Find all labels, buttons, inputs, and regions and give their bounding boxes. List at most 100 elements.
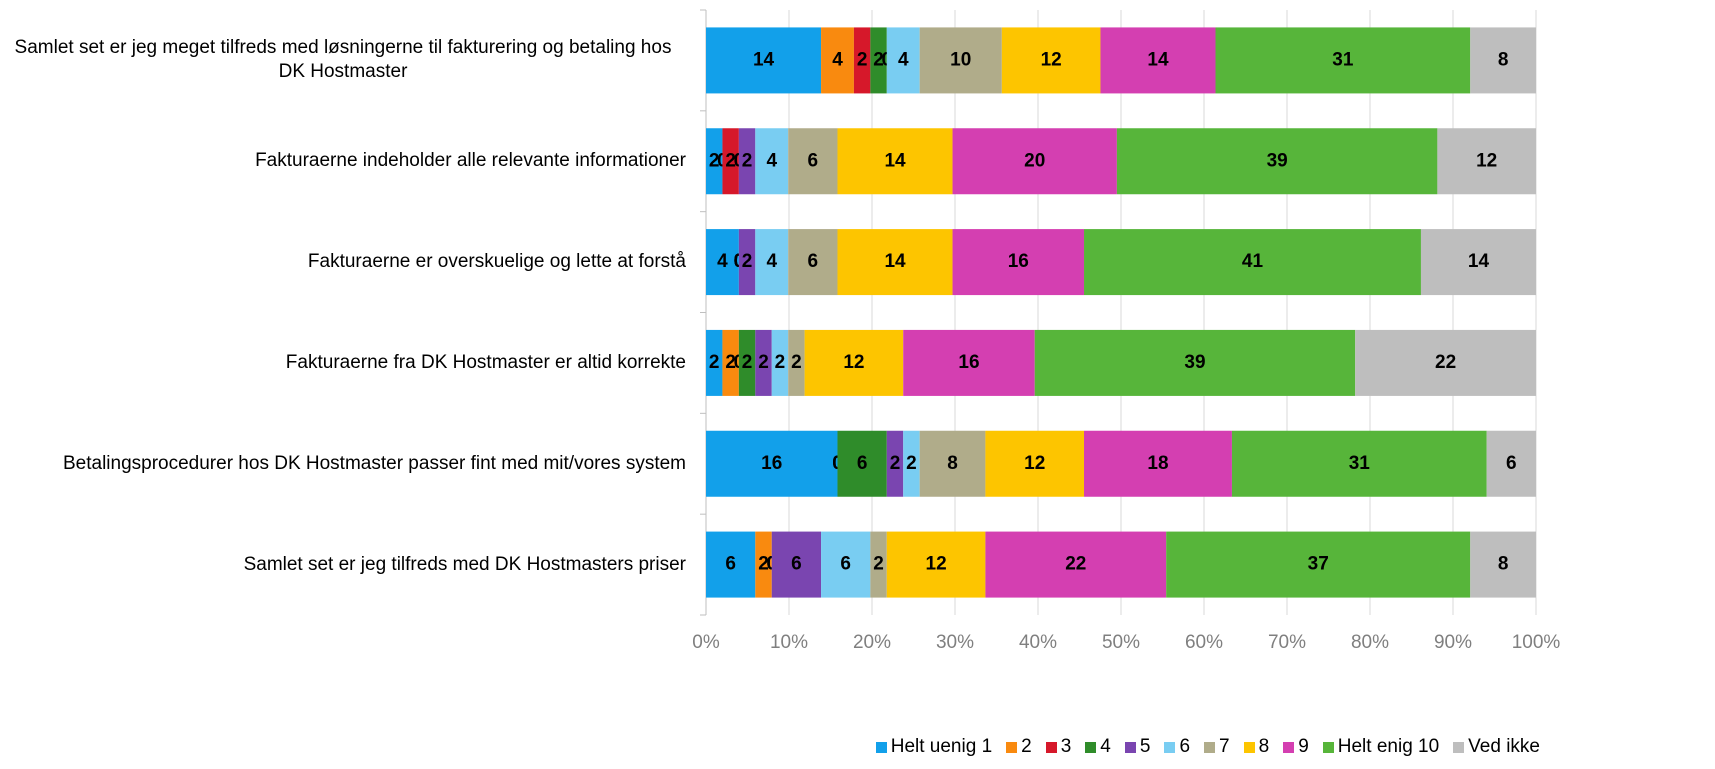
data-label: 8 <box>947 453 958 474</box>
bar-segment <box>788 329 805 396</box>
bar-segment <box>788 229 838 296</box>
x-tick-label: 10% <box>770 632 808 653</box>
legend-swatch <box>1283 741 1295 753</box>
bar-segment <box>722 329 739 396</box>
bar-segment <box>985 430 1085 497</box>
data-label: 6 <box>1506 453 1517 474</box>
category-text: Fakturaerne er overskuelige og lette at … <box>307 251 686 273</box>
bar-segment <box>706 430 838 497</box>
legend-item: 3 <box>1045 736 1072 758</box>
legend-item: Helt enig 10 <box>1322 736 1439 758</box>
bar-segment <box>952 229 1085 296</box>
data-label: 18 <box>1147 453 1168 474</box>
bar-segment <box>870 27 887 94</box>
x-tick-label: 70% <box>1268 632 1306 653</box>
bar-segment <box>1034 329 1356 396</box>
data-label: 8 <box>1498 49 1509 70</box>
data-label: 2 <box>873 554 884 575</box>
bar-segment <box>1355 329 1536 396</box>
category-label: Samlet set er jeg tilfreds med DK Hostma… <box>0 553 686 577</box>
legend-label: 5 <box>1139 736 1151 757</box>
data-label: 10 <box>950 49 971 70</box>
bar-segment <box>755 329 772 396</box>
data-label: 16 <box>1008 251 1029 272</box>
legend-label: 7 <box>1219 736 1230 757</box>
bar-segment <box>771 531 822 598</box>
bar-segment <box>738 229 756 296</box>
data-label: 2 <box>873 49 884 70</box>
bar-segment <box>1001 27 1101 94</box>
bar-segment <box>837 128 953 195</box>
data-label: 39 <box>1184 352 1205 373</box>
legend-swatch <box>1045 741 1057 753</box>
legend-item: 4 <box>1085 736 1111 758</box>
bar-segment <box>738 128 756 195</box>
bar-segment <box>1437 128 1536 195</box>
bar-segment <box>821 27 854 94</box>
data-label: 2 <box>725 150 736 171</box>
bar-segment <box>1100 27 1216 94</box>
data-label: 22 <box>1435 352 1456 373</box>
bar-segment <box>870 531 887 598</box>
data-label: 12 <box>843 352 864 373</box>
data-label: 8 <box>1498 554 1509 575</box>
legend-label: 8 <box>1258 736 1270 757</box>
legend-swatch <box>1085 741 1097 753</box>
bar-segment <box>755 229 789 296</box>
legend-swatch <box>1453 741 1465 753</box>
legend-item: 8 <box>1243 736 1270 758</box>
data-label: 41 <box>1242 251 1264 272</box>
bar-segment <box>755 531 772 598</box>
data-label: 2 <box>775 352 786 373</box>
data-label: 31 <box>1349 453 1371 474</box>
data-label: 12 <box>926 554 947 575</box>
legend-label: 9 <box>1298 736 1309 757</box>
bar-segment <box>706 229 739 296</box>
bar-segment <box>804 329 904 396</box>
legend-item: 6 <box>1164 736 1190 758</box>
data-label: 14 <box>1468 251 1490 272</box>
bar-segment <box>821 531 871 598</box>
data-label: 2 <box>709 352 720 373</box>
category-text: Samlet set er jeg tilfreds med DK Hostma… <box>243 553 686 575</box>
bar-segment <box>886 531 986 598</box>
category-label: Fakturaerne indeholder alle relevante in… <box>0 149 686 173</box>
bar-segment <box>853 27 871 94</box>
x-tick-label: 30% <box>936 632 974 653</box>
x-tick-label: 60% <box>1185 632 1223 653</box>
data-label: 6 <box>840 554 851 575</box>
data-label: 2 <box>709 150 720 171</box>
data-label: 2 <box>725 352 736 373</box>
data-label: 2 <box>857 49 868 70</box>
legend-label: Helt uenig 1 <box>890 736 993 757</box>
legend: Helt uenig 1 2 3 4 5 6 7 8 9 Helt enig 10 Ved ikke <box>875 736 1540 758</box>
legend-swatch <box>1124 741 1136 753</box>
data-label: 12 <box>1024 453 1045 474</box>
bar-segment <box>837 430 887 497</box>
bar-segment <box>1166 531 1471 598</box>
legend-item: 9 <box>1283 736 1309 758</box>
data-label: 4 <box>832 49 843 70</box>
data-label: 4 <box>717 251 728 272</box>
bar-segment <box>985 531 1167 598</box>
category-text: Samlet set er jeg meget tilfreds med løs… <box>14 37 672 83</box>
x-tick-label: 90% <box>1434 632 1472 653</box>
data-label: 6 <box>857 453 868 474</box>
data-label: 4 <box>898 49 909 70</box>
bar-segment <box>738 329 756 396</box>
data-label: 4 <box>766 251 777 272</box>
data-label: 2 <box>742 251 753 272</box>
legend-label: 2 <box>1021 736 1032 757</box>
data-label: 6 <box>725 554 736 575</box>
legend-label: 3 <box>1060 736 1072 757</box>
data-label: 14 <box>753 49 775 70</box>
legend-item: Helt uenig 1 <box>875 736 993 758</box>
bar-segment <box>903 430 920 497</box>
legend-label: 6 <box>1179 736 1191 757</box>
bar-segment <box>706 329 723 396</box>
data-label: 16 <box>761 453 782 474</box>
x-tick-label: 100% <box>1512 632 1561 653</box>
data-label: 31 <box>1332 49 1354 70</box>
bar-segment <box>706 531 756 598</box>
category-text: Fakturaerne fra DK Hostmaster er altid k… <box>285 351 686 373</box>
